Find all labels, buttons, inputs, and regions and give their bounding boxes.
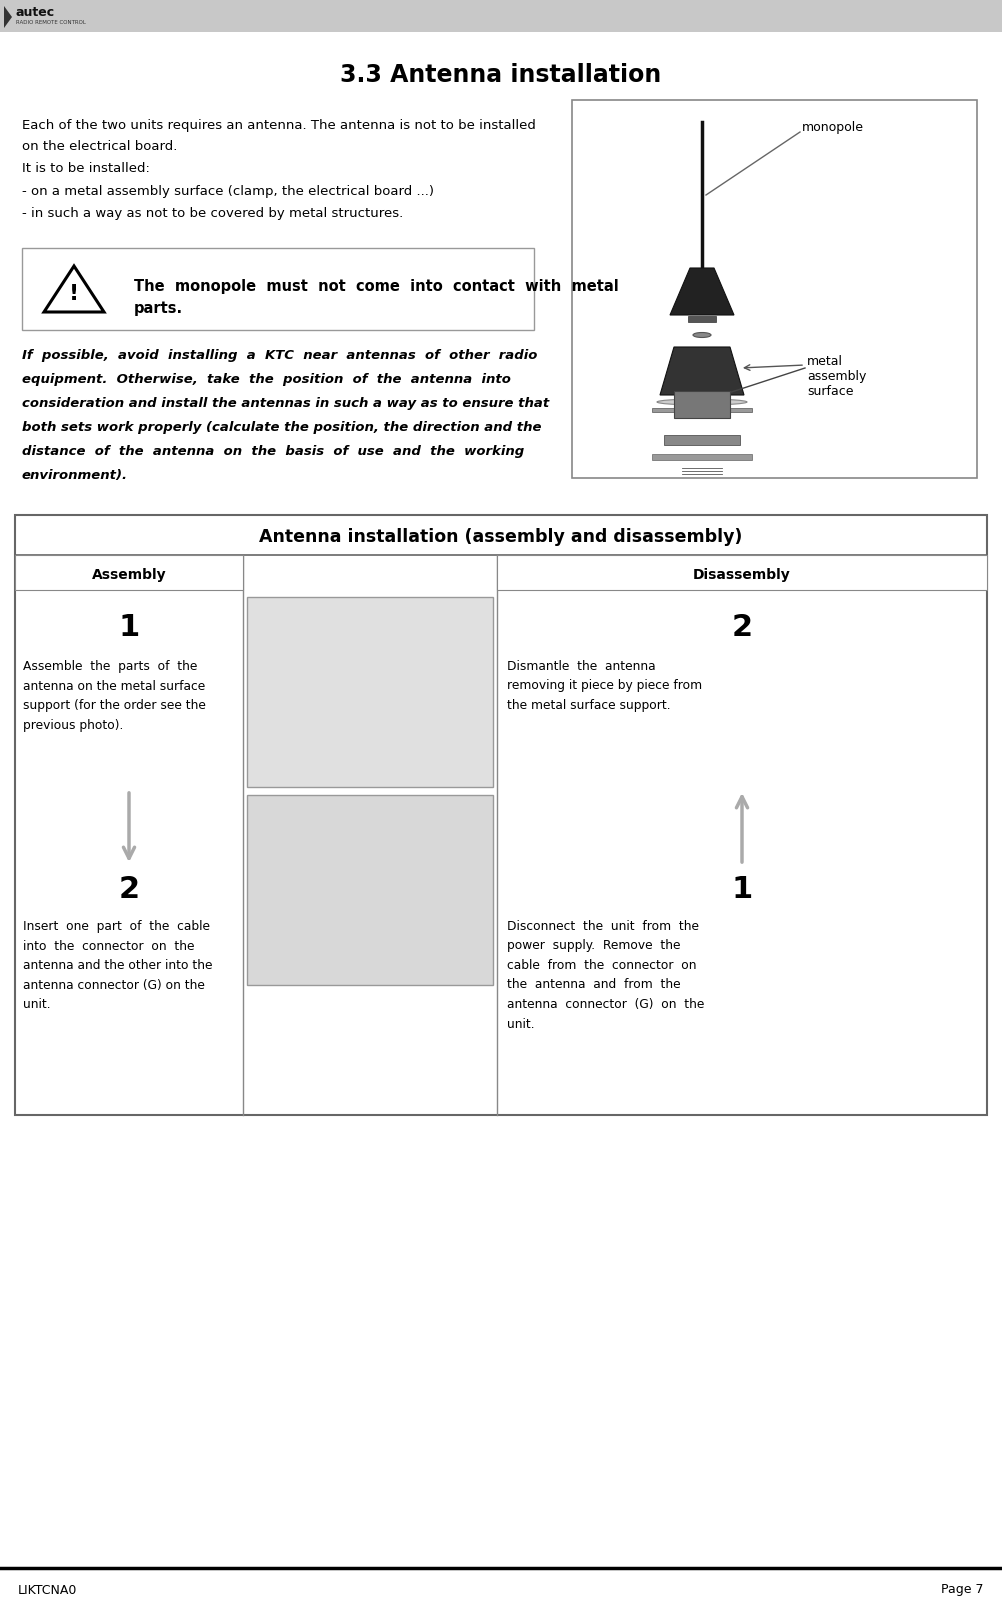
Bar <box>652 408 752 411</box>
Bar <box>15 554 243 590</box>
Text: 2: 2 <box>118 876 139 905</box>
Text: 1: 1 <box>731 876 753 905</box>
Text: RADIO REMOTE CONTROL: RADIO REMOTE CONTROL <box>16 21 86 26</box>
Bar <box>22 247 534 329</box>
Bar <box>247 795 493 985</box>
Text: monopole: monopole <box>802 122 864 135</box>
Text: The  monopole  must  not  come  into  contact  with  metal: The monopole must not come into contact … <box>134 278 619 294</box>
Text: Antenna installation (assembly and disassembly): Antenna installation (assembly and disas… <box>260 529 742 546</box>
Bar <box>247 596 493 787</box>
Text: 1: 1 <box>118 612 139 641</box>
Text: metal
assembly
surface: metal assembly surface <box>807 355 867 399</box>
Text: Assembly: Assembly <box>92 567 166 582</box>
Text: both sets work properly (calculate the position, the direction and the: both sets work properly (calculate the p… <box>22 421 541 434</box>
Text: Insert  one  part  of  the  cable
into  the  connector  on  the
antenna and the : Insert one part of the cable into the co… <box>23 919 212 1011</box>
Text: 3.3 Antenna installation: 3.3 Antenna installation <box>341 63 661 87</box>
Text: Disassembly: Disassembly <box>693 567 791 582</box>
Bar <box>664 435 740 445</box>
Polygon shape <box>670 268 734 315</box>
Text: Assemble  the  parts  of  the
antenna on the metal surface
support (for the orde: Assemble the parts of the antenna on the… <box>23 660 205 731</box>
Text: parts.: parts. <box>134 301 183 315</box>
Text: !: ! <box>69 284 79 304</box>
Text: environment).: environment). <box>22 469 128 482</box>
Text: on the electrical board.: on the electrical board. <box>22 140 177 154</box>
Text: distance  of  the  antenna  on  the  basis  of  use  and  the  working: distance of the antenna on the basis of … <box>22 445 524 458</box>
Text: - on a metal assembly surface (clamp, the electrical board ...): - on a metal assembly surface (clamp, th… <box>22 185 434 198</box>
Text: consideration and install the antennas in such a way as to ensure that: consideration and install the antennas i… <box>22 397 549 410</box>
Bar <box>572 100 977 477</box>
Polygon shape <box>660 347 744 395</box>
Bar <box>497 554 987 590</box>
Text: It is to be installed:: It is to be installed: <box>22 162 150 175</box>
Bar <box>674 391 730 418</box>
Ellipse shape <box>657 399 747 405</box>
Text: autec: autec <box>16 5 55 19</box>
Polygon shape <box>4 6 12 27</box>
Bar <box>0 0 1002 32</box>
Text: LIKTCNA0: LIKTCNA0 <box>18 1583 77 1596</box>
Polygon shape <box>44 267 104 312</box>
Text: Dismantle  the  antenna
removing it piece by piece from
the metal surface suppor: Dismantle the antenna removing it piece … <box>507 660 702 712</box>
Text: equipment.  Otherwise,  take  the  position  of  the  antenna  into: equipment. Otherwise, take the position … <box>22 373 511 386</box>
Ellipse shape <box>693 333 711 337</box>
Bar <box>688 317 716 321</box>
Text: Disconnect  the  unit  from  the
power  supply.  Remove  the
cable  from  the  c: Disconnect the unit from the power suppl… <box>507 919 704 1030</box>
Text: Page 7: Page 7 <box>942 1583 984 1596</box>
Text: - in such a way as not to be covered by metal structures.: - in such a way as not to be covered by … <box>22 207 403 220</box>
Bar <box>652 455 752 460</box>
Text: 2: 2 <box>731 612 753 641</box>
Text: Each of the two units requires an antenna. The antenna is not to be installed: Each of the two units requires an antenn… <box>22 119 536 132</box>
Bar <box>15 514 987 1115</box>
Text: If  possible,  avoid  installing  a  KTC  near  antennas  of  other  radio: If possible, avoid installing a KTC near… <box>22 349 537 362</box>
